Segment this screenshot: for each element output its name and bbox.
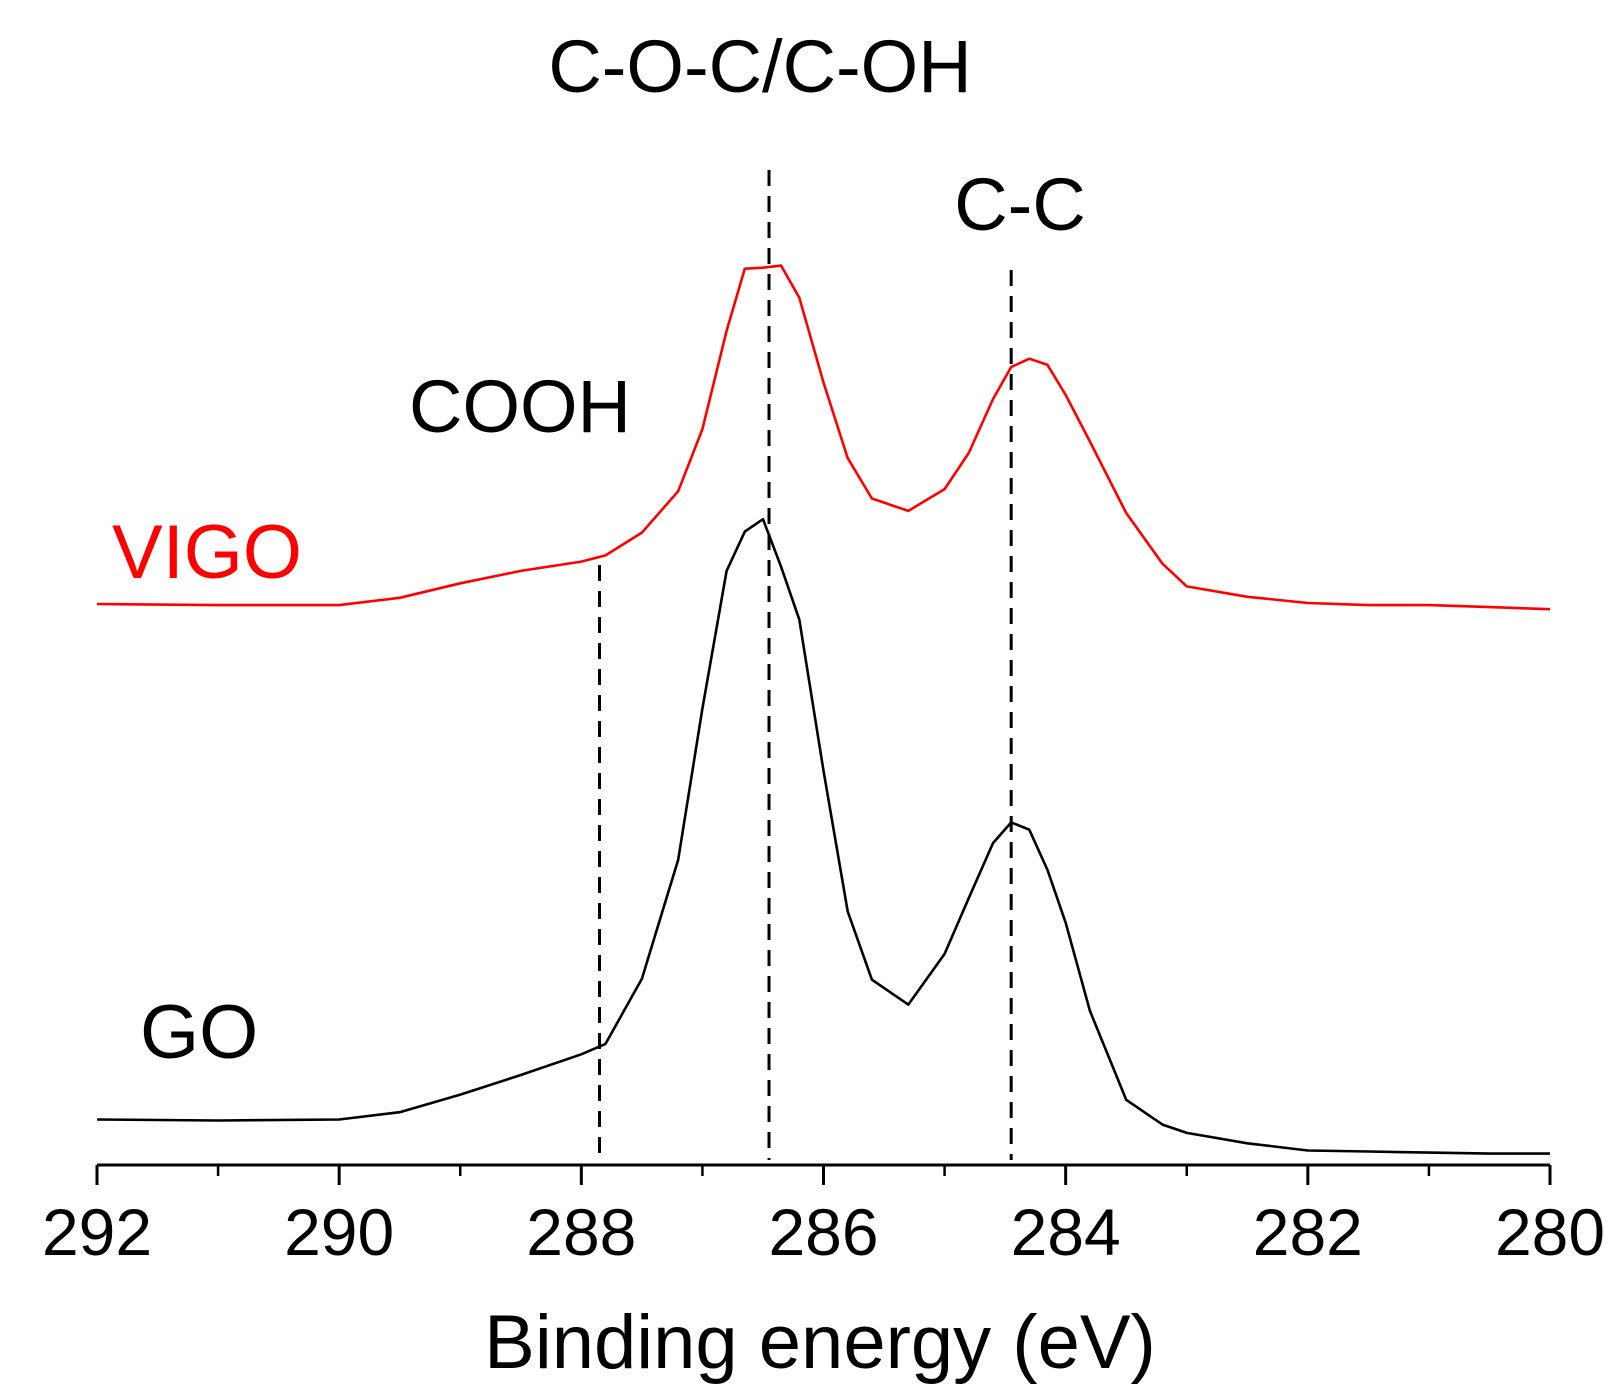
peak-label-coc: C-O-C/C-OH — [548, 25, 971, 108]
x-axis: 292 290 288 286 284 282 280 — [42, 1163, 1605, 1269]
x-axis-title: Binding energy (eV) — [484, 1300, 1156, 1385]
peak-label-cooh: COOH — [409, 365, 631, 448]
x-tick-label: 280 — [1495, 1195, 1605, 1269]
series-line-vigo — [96, 264, 1551, 611]
series-line-go — [96, 517, 1550, 1155]
series-group — [96, 264, 1551, 1155]
reference-lines — [597, 170, 1013, 1160]
peak-label-cc: C-C — [954, 163, 1086, 246]
x-tick-label: 290 — [284, 1195, 394, 1269]
x-tick-label: 284 — [1011, 1195, 1121, 1269]
x-tick-label: 292 — [42, 1195, 152, 1269]
series-label-vigo: VIGO — [112, 510, 302, 595]
x-tick-label: 288 — [526, 1195, 636, 1269]
x-tick-label: 286 — [768, 1195, 878, 1269]
x-tick-label: 282 — [1253, 1195, 1363, 1269]
series-label-go: GO — [140, 990, 258, 1075]
